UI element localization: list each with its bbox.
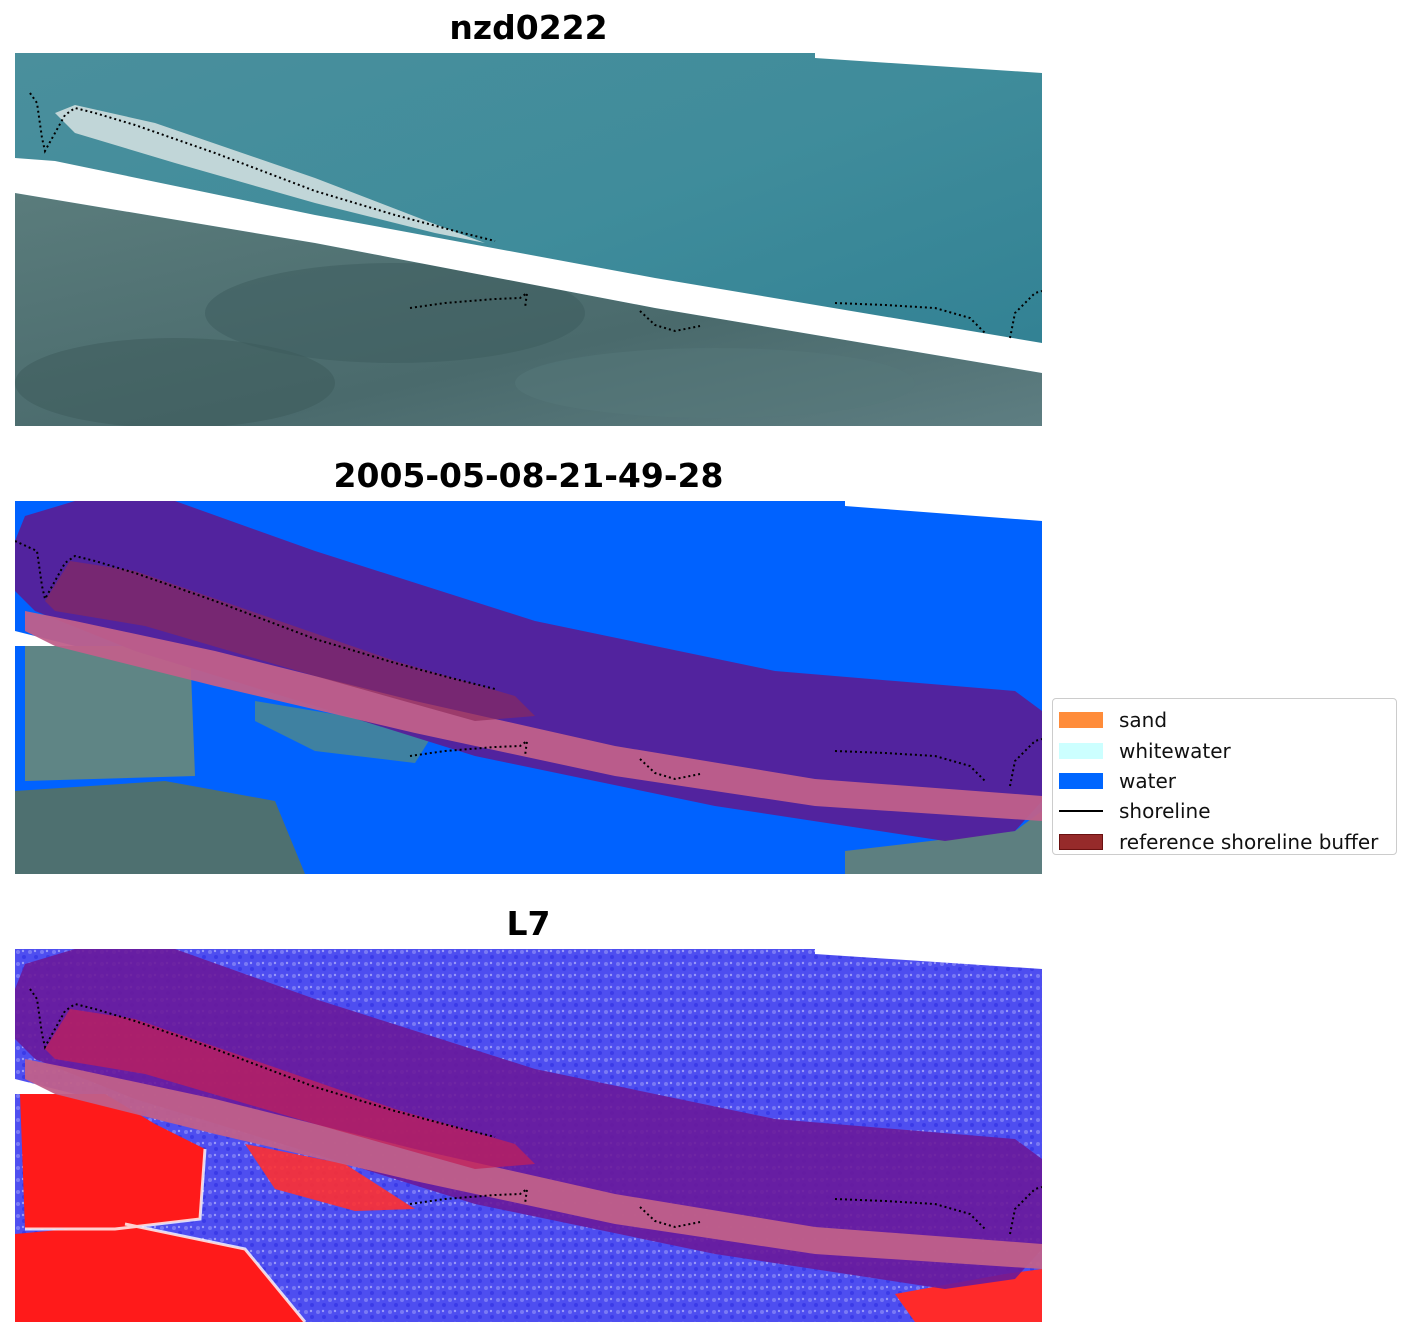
legend-item-shoreline: shoreline bbox=[1059, 796, 1396, 826]
legend-line-shoreline bbox=[1059, 810, 1103, 813]
legend-swatch-whitewater bbox=[1059, 742, 1103, 759]
rgb-image-panel bbox=[15, 53, 1042, 426]
panel-title-classified: 2005-05-08-21-49-28 bbox=[333, 456, 724, 495]
panel-title-index: L7 bbox=[506, 904, 551, 943]
rgb-satellite-image bbox=[15, 53, 1042, 426]
nodata-corner bbox=[815, 949, 1042, 969]
legend-swatch-water bbox=[1059, 772, 1103, 789]
sandbar-overlay bbox=[45, 561, 535, 721]
buffer-inner bbox=[25, 611, 1042, 821]
land-index-area bbox=[20, 1094, 205, 1229]
legend-label: water bbox=[1119, 768, 1176, 793]
legend-item-water: water bbox=[1059, 766, 1396, 796]
vegetation-patch bbox=[15, 338, 335, 426]
shoreline bbox=[29, 92, 1042, 339]
index-image-panel bbox=[15, 949, 1042, 1322]
legend-swatch-buffer bbox=[1059, 833, 1103, 850]
panel-title-rgb: nzd0222 bbox=[449, 8, 608, 47]
legend-label: shoreline bbox=[1119, 799, 1211, 824]
land-index-area bbox=[895, 1269, 1042, 1322]
nodata-corner bbox=[845, 501, 1042, 521]
legend-label: sand bbox=[1119, 708, 1168, 733]
land-area bbox=[15, 781, 305, 874]
vegetation-patch bbox=[205, 263, 585, 363]
legend: sand whitewater water shoreline referenc… bbox=[1052, 698, 1397, 855]
legend-item-buffer: reference shoreline buffer bbox=[1059, 827, 1396, 857]
legend-swatch-sand bbox=[1059, 712, 1103, 729]
land-area bbox=[25, 646, 195, 781]
legend-item-sand: sand bbox=[1059, 705, 1396, 735]
index-image bbox=[15, 949, 1042, 1322]
land-area bbox=[845, 811, 1042, 874]
legend-label: reference shoreline buffer bbox=[1119, 829, 1379, 854]
legend-label: whitewater bbox=[1119, 738, 1231, 763]
classified-image bbox=[15, 501, 1042, 874]
land-area bbox=[255, 701, 435, 763]
buffer-outer bbox=[15, 501, 1042, 841]
legend-item-whitewater: whitewater bbox=[1059, 735, 1396, 765]
nodata-stripe bbox=[15, 158, 1042, 373]
land-index-area bbox=[245, 1144, 415, 1211]
buffer-inner bbox=[25, 1059, 1042, 1269]
buffer-outer bbox=[15, 949, 1042, 1289]
vegetation-patch bbox=[515, 348, 915, 418]
land-index-area bbox=[15, 1224, 305, 1322]
classified-image-panel bbox=[15, 501, 1042, 874]
shoreline bbox=[29, 988, 1042, 1235]
nodata-corner bbox=[915, 53, 1042, 67]
sandbar-overlay bbox=[45, 1009, 535, 1169]
class-boundary bbox=[25, 1148, 307, 1322]
shoreline bbox=[15, 540, 1042, 787]
